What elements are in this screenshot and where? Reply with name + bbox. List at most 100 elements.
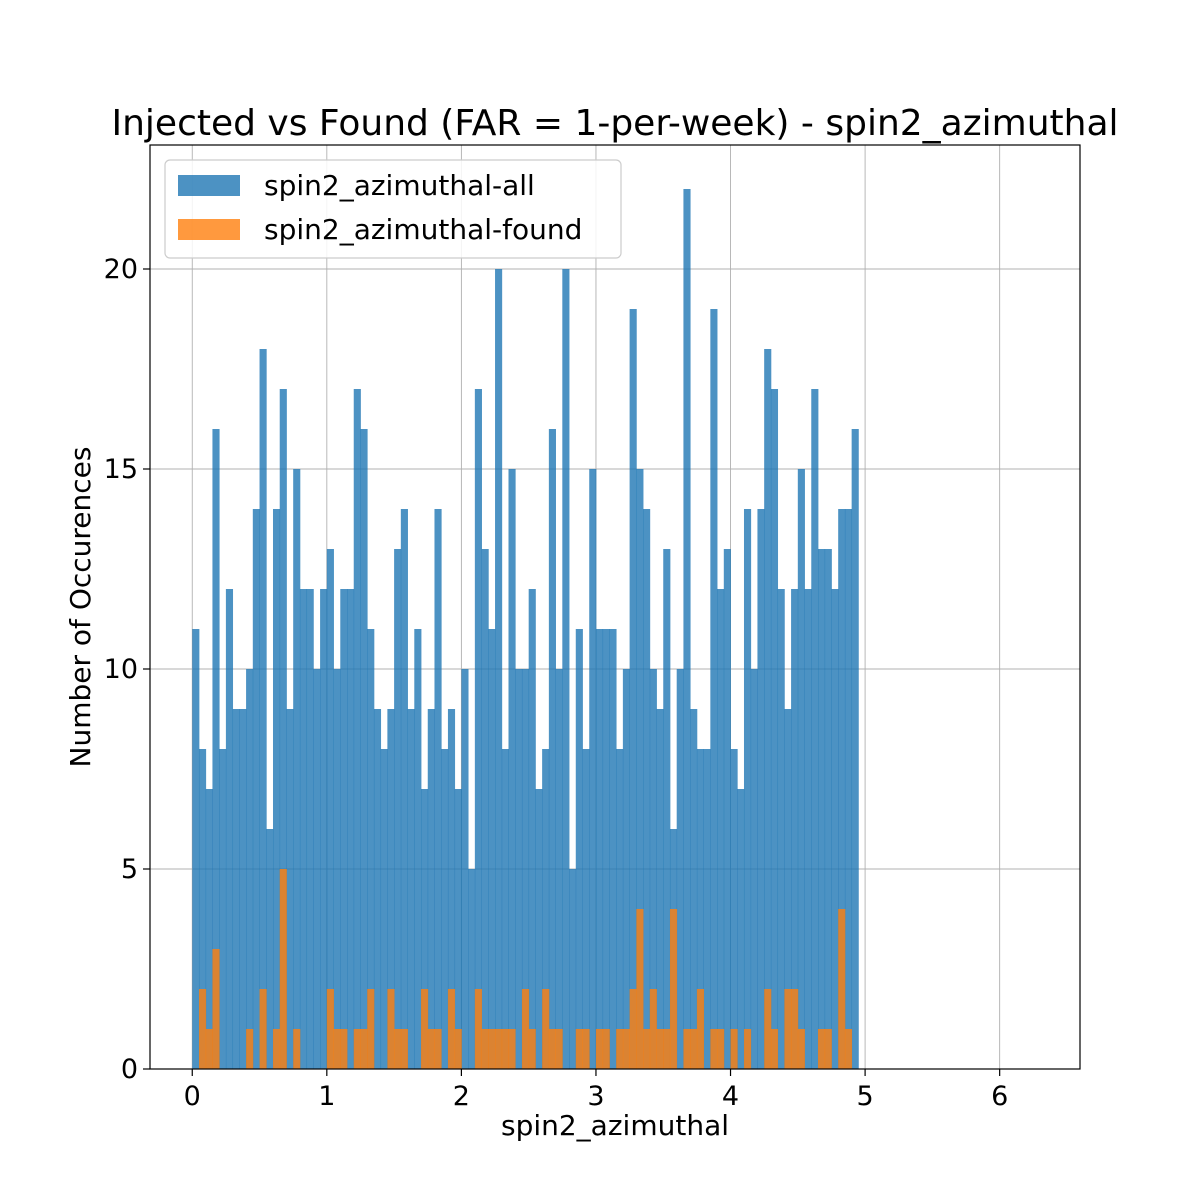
bar-all <box>293 469 301 1069</box>
bar-all <box>595 629 604 1069</box>
bar-found <box>548 1029 556 1069</box>
x-tick-label: 6 <box>991 1081 1008 1112</box>
bar-found <box>643 1029 651 1069</box>
x-tick-label: 2 <box>453 1081 470 1112</box>
legend-box <box>164 159 622 259</box>
bar-all <box>824 549 832 1069</box>
bar-all <box>777 589 785 1069</box>
bar-all <box>757 509 765 1069</box>
y-tick-label: 10 <box>104 654 138 685</box>
bar-all <box>710 309 718 1069</box>
bar-found <box>246 1029 254 1069</box>
bar-found <box>367 989 375 1069</box>
bar-all <box>313 669 321 1069</box>
bar-found <box>488 1029 496 1069</box>
bar-all <box>400 509 408 1069</box>
bar-all <box>272 509 281 1069</box>
bar-all <box>212 429 220 1069</box>
bar-found <box>340 1029 348 1069</box>
legend: spin2_azimuthal-all spin2_azimuthal-foun… <box>164 159 622 259</box>
bar-all <box>219 749 227 1069</box>
bar-all <box>649 669 657 1069</box>
bar-found <box>495 1029 503 1069</box>
bar-all <box>481 549 489 1069</box>
bar-found <box>656 1029 664 1069</box>
bar-found <box>447 989 456 1069</box>
bar-all <box>629 309 637 1069</box>
bar-all <box>723 549 731 1069</box>
bar-all <box>454 789 462 1069</box>
bar-all <box>407 709 415 1069</box>
y-axis-label: Number of Occurences <box>64 447 97 768</box>
bar-all <box>831 589 839 1069</box>
bar-found <box>501 1029 509 1069</box>
y-tick-label: 20 <box>104 254 138 285</box>
bar-all <box>817 549 826 1069</box>
x-tick-label: 5 <box>857 1081 874 1112</box>
bar-found <box>293 1029 301 1069</box>
bar-all <box>394 549 402 1069</box>
bar-all <box>192 629 200 1069</box>
bar-all <box>347 589 355 1069</box>
bar-found <box>387 989 395 1069</box>
x-axis-label: spin2_azimuthal <box>501 1109 729 1142</box>
y-tick-label: 0 <box>121 1054 138 1085</box>
bar-all <box>259 349 267 1069</box>
bar-found <box>602 1029 610 1069</box>
bar-found <box>683 1029 691 1069</box>
bar-found <box>326 989 334 1069</box>
bar-all <box>380 749 388 1069</box>
bar-all <box>569 869 577 1069</box>
bar-all <box>616 749 624 1069</box>
bar-all <box>515 669 523 1069</box>
bar-found <box>663 1029 671 1069</box>
bar-found <box>844 1029 853 1069</box>
bar-all <box>279 389 287 1069</box>
bar-all <box>373 709 382 1069</box>
bar-found <box>764 989 772 1069</box>
bar-all <box>562 269 570 1069</box>
bar-all <box>468 869 476 1069</box>
bar-all <box>508 469 516 1069</box>
bar-all <box>299 589 308 1069</box>
bar-found <box>353 1029 361 1069</box>
bar-found <box>555 1029 563 1069</box>
bar-found <box>528 1029 536 1069</box>
bar-all <box>239 709 247 1069</box>
bar-all <box>198 749 207 1069</box>
bar-all <box>205 789 213 1069</box>
bar-all <box>535 789 543 1069</box>
legend-swatch-found <box>178 219 240 240</box>
bar-all <box>421 789 429 1069</box>
series-found-bars <box>198 869 853 1069</box>
bar-all <box>387 709 395 1069</box>
legend-swatch-all <box>178 175 240 196</box>
bar-found <box>421 989 429 1069</box>
bar-all <box>501 749 509 1069</box>
bar-found <box>649 989 657 1069</box>
bar-all <box>811 389 819 1069</box>
bar-all <box>683 189 691 1069</box>
bar-found <box>272 1029 281 1069</box>
x-axis-ticks: 0 1 2 3 4 5 6 <box>184 1069 1008 1112</box>
bar-all <box>246 669 254 1069</box>
bar-found <box>454 1029 462 1069</box>
bar-all <box>528 589 536 1069</box>
series-all-bars <box>192 189 859 1069</box>
plot-frame <box>149 144 1081 1070</box>
bar-found <box>212 949 220 1069</box>
bar-found <box>717 1029 725 1069</box>
bar-all <box>286 709 294 1069</box>
bar-all <box>548 429 556 1069</box>
bar-all <box>555 669 563 1069</box>
bar-all <box>791 589 799 1069</box>
bar-all <box>252 509 260 1069</box>
bar-all <box>690 709 698 1069</box>
bar-all <box>353 389 361 1069</box>
bar-all <box>636 469 644 1069</box>
bar-found <box>360 1029 368 1069</box>
x-tick-label: 0 <box>184 1081 201 1112</box>
x-tick-label: 1 <box>318 1081 335 1112</box>
bar-found <box>730 1029 738 1069</box>
